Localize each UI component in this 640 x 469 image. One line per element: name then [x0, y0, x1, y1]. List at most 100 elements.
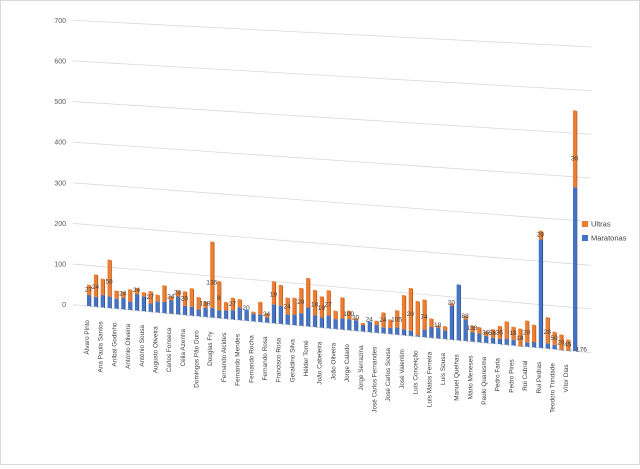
bar-maratonas — [442, 330, 447, 339]
bar-ultras — [182, 291, 187, 306]
bar-maratonas — [319, 317, 323, 328]
data-label: 27 — [229, 301, 237, 308]
bar-maratonas-side — [418, 335, 420, 338]
bar-ultras-side — [186, 291, 188, 307]
bar-maratonas-side — [336, 319, 338, 330]
bar-ultras-side — [281, 285, 283, 307]
bar-ultras-side — [172, 296, 174, 301]
bar-ultras — [285, 297, 289, 315]
gridline — [72, 182, 592, 223]
bar-ultras — [388, 319, 392, 328]
bar-ultras — [162, 285, 166, 302]
bar-ultras — [271, 281, 276, 305]
bar-ultras — [148, 291, 152, 304]
bar-ultras — [87, 284, 91, 296]
category-label: José Carlos Fernandes — [371, 347, 378, 413]
bar-ultras-side — [117, 291, 119, 300]
data-label: 24 — [379, 317, 387, 324]
bar-ultras — [401, 295, 406, 330]
x-axis-category-labels: Álvaro Pinto Ana Paula Santos Aníbal Godin… — [82, 320, 570, 413]
bar-maratonas-side — [452, 305, 455, 341]
bar-maratonas-side — [302, 313, 304, 327]
gridline — [72, 141, 592, 179]
bar-maratonas-side — [103, 295, 105, 308]
bar-ultras-side — [364, 323, 366, 326]
data-label: 20 — [352, 314, 360, 321]
bar-maratonas — [251, 313, 255, 322]
bar-ultras-side — [357, 318, 359, 321]
y-tick-label: 0 — [62, 302, 66, 309]
y-tick-label: 200 — [54, 221, 66, 228]
legend-entry: Ultras — [591, 220, 611, 229]
y-tick-label: 700 — [54, 18, 66, 25]
bar-maratonas — [148, 303, 152, 312]
bar-maratonas — [408, 330, 412, 336]
bar-maratonas — [511, 339, 515, 346]
bar-maratonas — [326, 315, 330, 329]
bar-ultras-side — [288, 298, 290, 315]
bar-maratonas — [401, 329, 406, 336]
bar-ultras-side — [261, 302, 263, 315]
bar-maratonas — [169, 300, 173, 314]
category-label: Fernando Rocha — [248, 335, 255, 383]
bar-ultras — [175, 290, 180, 297]
bar-ultras — [573, 110, 577, 188]
bar-ultras-side — [124, 292, 126, 299]
bar-maratonas-side — [391, 328, 393, 335]
bar-maratonas-side — [322, 318, 325, 329]
bar-maratonas-side — [562, 350, 564, 351]
data-label: 138 — [199, 300, 210, 307]
bar-maratonas — [100, 295, 104, 308]
y-tick-label: 400 — [54, 140, 66, 147]
bar-ultras-side — [480, 327, 482, 335]
gridline — [72, 223, 592, 266]
bar-maratonas-side — [329, 316, 331, 329]
bar-ultras — [552, 331, 556, 345]
category-label: Rui Pedras — [536, 362, 543, 394]
data-label: 19 — [270, 291, 278, 298]
bar-ultras-side — [528, 321, 530, 343]
bar-maratonas-side — [316, 315, 318, 328]
bar-maratonas-side — [535, 342, 537, 348]
bar-ultras-side — [555, 332, 557, 346]
bar-ultras — [340, 297, 344, 319]
bar-maratonas-side — [500, 339, 503, 345]
bar-maratonas-side — [138, 294, 140, 312]
data-label: 20 — [557, 339, 565, 346]
category-label: Fernando Mendes — [235, 334, 242, 386]
bar-ultras-side — [151, 291, 153, 305]
bar-ultras-side — [158, 295, 160, 302]
bar-maratonas — [340, 318, 344, 330]
bar-maratonas-side — [384, 327, 386, 334]
bar-maratonas-side — [309, 307, 311, 327]
bar-ultras-side — [309, 278, 311, 308]
bar-maratonas — [422, 329, 426, 338]
bar-ultras — [484, 331, 488, 336]
bar-maratonas-side — [288, 314, 290, 325]
bar-maratonas — [258, 314, 262, 322]
bar-maratonas — [360, 325, 365, 332]
bar-ultras-side — [322, 297, 325, 319]
legend-swatch — [582, 235, 588, 241]
bar-ultras — [463, 315, 467, 320]
category-label: Paulo Quaresma — [481, 356, 488, 404]
bar-maratonas — [196, 309, 200, 317]
data-label: 19 — [318, 305, 326, 312]
bar-maratonas — [545, 343, 549, 349]
bar-ultras — [312, 289, 317, 316]
data-label: 27 — [325, 302, 333, 309]
bar-maratonas — [107, 296, 111, 308]
category-label: João Cabeleira — [317, 341, 324, 384]
bar-ultras-side — [268, 313, 270, 319]
bar-ultras — [504, 321, 508, 339]
bar-ultras-side — [192, 288, 194, 308]
bar-maratonas-side — [186, 306, 188, 316]
bar-maratonas-side — [357, 320, 359, 332]
bar-maratonas-side — [541, 240, 544, 349]
bar-ultras-side — [377, 321, 379, 326]
bar-maratonas — [456, 284, 460, 341]
bar-ultras — [538, 230, 542, 240]
bar-maratonas — [573, 187, 577, 351]
bar-maratonas — [312, 315, 317, 327]
bar-maratonas-side — [268, 318, 270, 324]
